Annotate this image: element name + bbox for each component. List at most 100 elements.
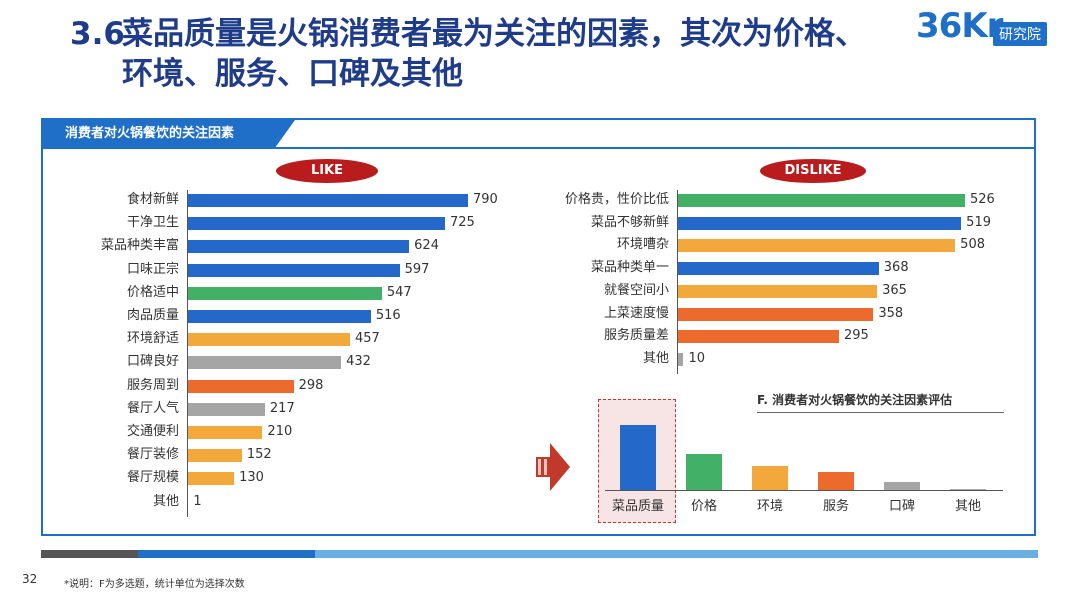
like-value-label: 1	[193, 493, 202, 509]
dislike-bar	[678, 330, 839, 344]
like-bar	[188, 333, 350, 347]
like-bar	[188, 217, 445, 231]
evaluation-chart-title: F. 消费者对火锅餐饮的关注因素评估	[757, 393, 953, 407]
dislike-axis	[677, 190, 678, 374]
like-category-label: 餐厅人气	[126, 400, 179, 416]
dislike-category-label: 就餐空间小	[603, 282, 669, 298]
like-value-label: 516	[375, 308, 401, 323]
dislike-value-label: 365	[882, 282, 907, 298]
dislike-value-label: 526	[970, 192, 995, 207]
brand-logo: 36Kr 研究院	[916, 6, 1066, 46]
like-value-label: 217	[269, 400, 295, 416]
evaluation-bar	[884, 482, 920, 490]
like-value-label: 725	[449, 215, 475, 231]
evaluation-category-label: 价格	[690, 499, 717, 514]
chart-panel	[41, 118, 1036, 536]
dislike-bar	[678, 352, 684, 366]
like-bar	[188, 402, 265, 416]
panel-title: 消费者对火锅餐饮的关注因素	[43, 120, 295, 148]
evaluation-bar	[752, 465, 788, 490]
like-value-label: 597	[404, 261, 430, 277]
like-bar	[188, 263, 400, 277]
like-category-label: 食材新鲜	[126, 192, 179, 207]
evaluation-bar	[686, 454, 722, 490]
evaluation-bar	[950, 488, 986, 490]
like-value-label: 210	[267, 424, 293, 439]
dislike-category-label: 菜品种类单一	[590, 260, 669, 276]
like-value-label: 130	[239, 470, 264, 486]
like-value-label: 432	[346, 354, 371, 370]
dislike-category-label: 价格贵，性价比低	[564, 192, 669, 207]
like-category-label: 环境舒适	[126, 331, 179, 347]
dislike-bar	[678, 239, 956, 253]
like-bar	[188, 426, 263, 439]
evaluation-baseline	[605, 490, 1003, 491]
like-value-label: 457	[354, 331, 380, 347]
dislike-category-label: 上菜速度慢	[603, 305, 669, 321]
dislike-value-label: 519	[966, 214, 991, 230]
panel-title-underline	[43, 147, 1034, 149]
evaluation-bar	[620, 425, 656, 490]
like-chart-title: LIKE	[276, 159, 378, 183]
like-axis	[187, 190, 188, 517]
like-bar	[188, 310, 371, 323]
dislike-bar	[678, 262, 879, 276]
evaluation-category-label: 服务	[822, 499, 849, 514]
dislike-chart-title: DISLIKE	[760, 159, 866, 183]
like-bar	[188, 472, 235, 486]
dislike-category-label: 服务质量差	[603, 328, 669, 344]
dislike-bar	[678, 307, 874, 321]
like-category-label: 价格适中	[126, 284, 179, 300]
like-category-label: 其他	[152, 493, 179, 509]
like-category-label: 肉品质量	[126, 308, 179, 323]
like-bar	[188, 379, 294, 393]
title-line-2: 环境、服务、口碑及其他	[122, 56, 463, 92]
like-category-label: 餐厅规模	[126, 470, 179, 486]
dislike-value-label: 295	[843, 328, 869, 344]
page-title: 3.6菜品质量是火锅消费者最为关注的因素，其次为价格、 环境、服务、口碑及其他	[70, 14, 910, 94]
like-bar	[188, 449, 242, 463]
footer-bar-light	[315, 550, 1038, 558]
like-bar	[188, 356, 342, 370]
evaluation-category-label: 环境	[756, 499, 783, 514]
like-bar	[188, 286, 382, 300]
like-category-label: 口碑良好	[126, 354, 179, 370]
like-value-label: 298	[298, 377, 324, 393]
footnote: *说明：F为多选题，统计单位为选择次数	[64, 579, 245, 590]
evaluation-category-label: 口碑	[888, 499, 915, 514]
dislike-category-label: 菜品不够新鲜	[590, 214, 669, 230]
section-number: 3.6	[70, 16, 125, 52]
evaluation-category-label: 其他	[954, 499, 981, 514]
footer-bar-blue	[138, 550, 315, 558]
like-category-label: 干净卫生	[126, 215, 179, 231]
logo-tag: 研究院	[993, 22, 1047, 46]
dislike-category-label: 环境嘈杂	[616, 237, 669, 253]
dislike-category-label: 其他	[642, 350, 669, 366]
like-value-label: 547	[386, 284, 412, 300]
like-bar	[188, 194, 468, 207]
dislike-value-label: 368	[883, 260, 909, 276]
like-bar	[188, 240, 410, 254]
like-value-label: 790	[473, 192, 498, 207]
title-line-1: 菜品质量是火锅消费者最为关注的因素，其次为价格、	[122, 16, 866, 52]
right-arrow-icon	[536, 443, 570, 491]
like-value-label: 152	[246, 447, 272, 463]
like-category-label: 口味正宗	[126, 261, 179, 277]
logo-mark: 36Kr	[916, 6, 1003, 46]
like-value-label: 624	[414, 238, 439, 254]
dislike-value-label: 358	[878, 305, 904, 321]
dislike-value-label: 10	[688, 350, 705, 366]
dislike-bar	[678, 284, 878, 298]
evaluation-title-underline	[757, 412, 1004, 413]
dislike-bar	[678, 216, 962, 230]
like-category-label: 菜品种类丰富	[100, 238, 179, 254]
like-category-label: 服务周到	[126, 377, 179, 393]
evaluation-bar	[818, 471, 854, 490]
like-category-label: 餐厅装修	[126, 447, 179, 463]
footer-bar-dark	[41, 550, 138, 558]
evaluation-category-label: 菜品质量	[611, 499, 664, 514]
dislike-value-label: 508	[960, 237, 985, 253]
page-number: 32	[22, 572, 38, 586]
like-category-label: 交通便利	[126, 424, 179, 439]
dislike-bar	[678, 194, 965, 207]
